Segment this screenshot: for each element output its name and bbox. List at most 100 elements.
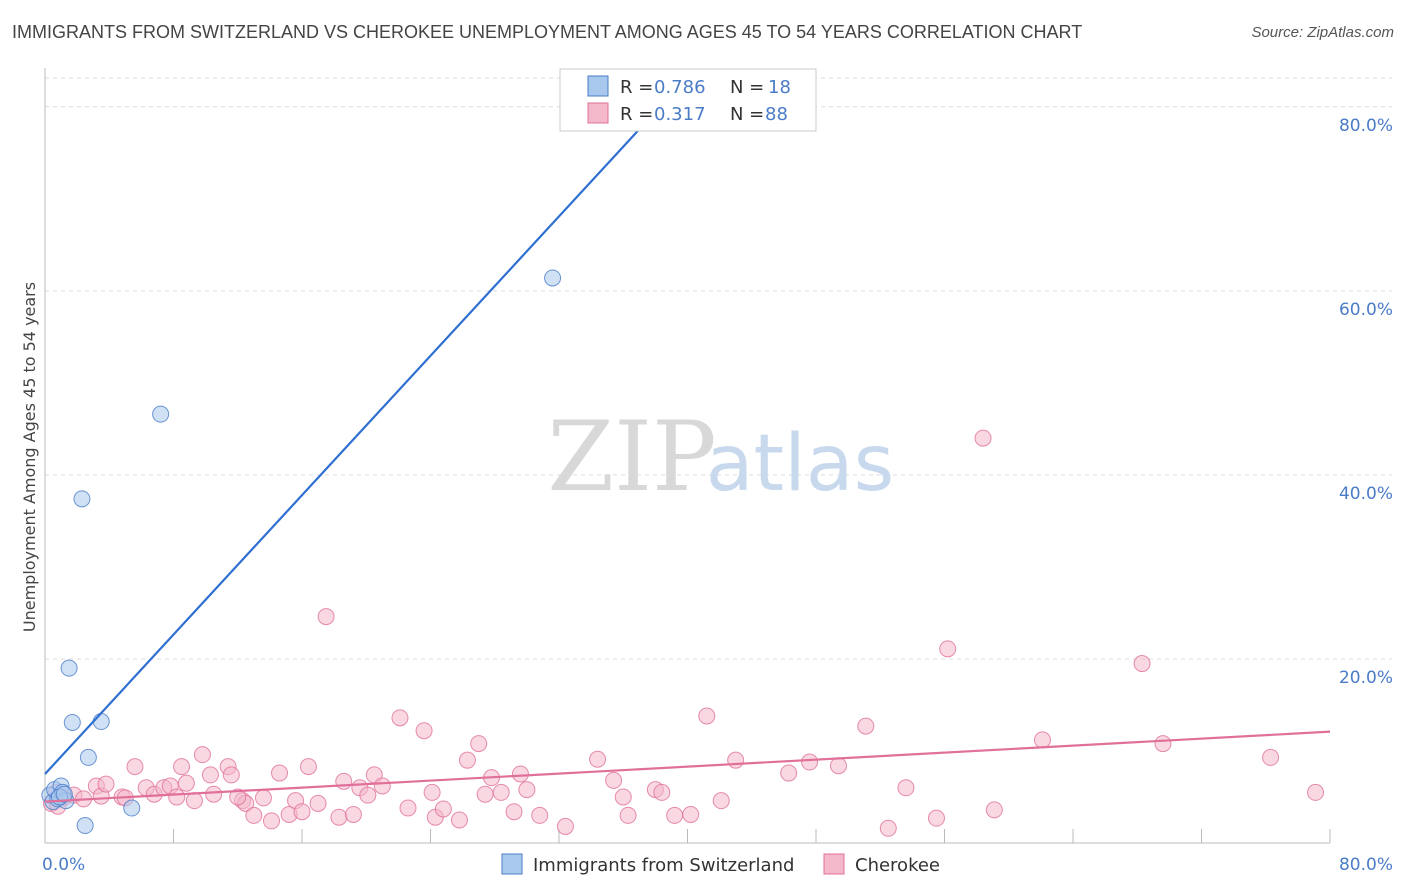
point-cherokee bbox=[492, 783, 510, 801]
trend-line-switzerland bbox=[44, 69, 695, 775]
bottom-legend-label-cherokee: Cherokee bbox=[855, 855, 940, 876]
point-cherokee bbox=[229, 788, 247, 806]
point-switzerland bbox=[152, 405, 170, 423]
point-cherokee bbox=[1154, 735, 1172, 753]
point-cherokee bbox=[927, 809, 945, 827]
legend-swatch-switzerland bbox=[587, 75, 609, 97]
point-cherokee bbox=[780, 764, 798, 782]
point-cherokee bbox=[434, 800, 452, 818]
point-cherokee bbox=[193, 746, 211, 764]
source-label: Source: ZipAtlas.com bbox=[1251, 24, 1394, 41]
point-cherokee bbox=[458, 751, 476, 769]
point-cherokee bbox=[682, 805, 700, 823]
trend-lines bbox=[44, 69, 1331, 803]
point-cherokee bbox=[126, 758, 144, 776]
chart-title: IMMIGRANTS FROM SWITZERLAND VS CHEROKEE … bbox=[12, 22, 1083, 42]
point-switzerland bbox=[76, 817, 94, 835]
series-switzerland bbox=[41, 269, 562, 835]
point-switzerland bbox=[79, 748, 97, 766]
x-tick-label-end: 80.0% bbox=[1339, 855, 1393, 875]
point-cherokee bbox=[185, 792, 203, 810]
point-cherokee bbox=[1033, 731, 1051, 749]
point-cherokee bbox=[391, 709, 409, 727]
point-switzerland bbox=[60, 659, 78, 677]
point-cherokee bbox=[653, 783, 671, 801]
legend-n-label-1: N = bbox=[730, 77, 764, 98]
point-cherokee bbox=[897, 779, 915, 797]
point-switzerland bbox=[123, 799, 141, 817]
point-cherokee bbox=[1262, 748, 1280, 766]
point-cherokee bbox=[589, 750, 607, 768]
stats-legend: R = 0.786 N = 18 R = 0.317 N = 88 bbox=[559, 68, 817, 132]
point-switzerland bbox=[544, 269, 562, 287]
y-tick-label: 40.0% bbox=[1339, 484, 1393, 504]
y-tick-label: 20.0% bbox=[1339, 668, 1393, 688]
point-cherokee bbox=[619, 806, 637, 824]
point-cherokee bbox=[450, 811, 468, 829]
point-cherokee bbox=[1307, 783, 1325, 801]
legend-n-value-2: 88 bbox=[765, 104, 788, 125]
point-cherokee bbox=[344, 805, 362, 823]
point-cherokee bbox=[335, 772, 353, 790]
point-cherokee bbox=[423, 783, 441, 801]
point-cherokee bbox=[829, 757, 847, 775]
point-cherokee bbox=[415, 722, 433, 740]
point-cherokee bbox=[359, 786, 377, 804]
legend-r-value-2: 0.317 bbox=[654, 104, 706, 125]
bottom-legend-swatch-switzerland bbox=[501, 853, 523, 875]
point-cherokee bbox=[262, 812, 280, 830]
bottom-legend-label-switzerland: Immigrants from Switzerland bbox=[533, 855, 794, 876]
point-cherokee bbox=[271, 764, 289, 782]
point-cherokee bbox=[974, 429, 992, 447]
point-switzerland bbox=[55, 785, 73, 803]
point-cherokee bbox=[801, 753, 819, 771]
point-switzerland bbox=[92, 713, 110, 731]
point-cherokee bbox=[173, 758, 191, 776]
point-switzerland bbox=[63, 713, 81, 731]
legend-r-label-1: R = bbox=[620, 77, 653, 98]
point-cherokee bbox=[518, 781, 536, 799]
grid-lines bbox=[45, 77, 1392, 660]
trend-line-cherokee bbox=[44, 730, 1331, 803]
point-cherokee bbox=[857, 717, 875, 735]
watermark-atlas: atlas bbox=[706, 419, 895, 509]
point-cherokee bbox=[727, 751, 745, 769]
point-cherokee bbox=[222, 766, 240, 784]
point-cherokee bbox=[939, 640, 957, 658]
axes bbox=[44, 68, 1331, 844]
point-cherokee bbox=[698, 707, 716, 725]
point-cherokee bbox=[293, 803, 311, 821]
x-tick-label-start: 0.0% bbox=[42, 855, 85, 875]
point-cherokee bbox=[97, 775, 115, 793]
point-cherokee bbox=[1133, 655, 1151, 673]
y-tick-labels: 20.0% 40.0% 60.0% 80.0% bbox=[1339, 116, 1393, 688]
y-tick-label: 80.0% bbox=[1339, 116, 1393, 136]
legend-r-label-2: R = bbox=[620, 104, 653, 125]
point-cherokee bbox=[879, 819, 897, 837]
y-axis-label: Unemployment Among Ages 45 to 54 years bbox=[20, 282, 39, 632]
point-cherokee bbox=[476, 785, 494, 803]
point-cherokee bbox=[373, 777, 391, 795]
point-cherokee bbox=[168, 788, 186, 806]
point-cherokee bbox=[399, 799, 417, 817]
point-switzerland bbox=[73, 490, 91, 508]
y-tick-label: 60.0% bbox=[1339, 300, 1393, 320]
point-cherokee bbox=[712, 792, 730, 810]
point-cherokee bbox=[505, 803, 523, 821]
point-cherokee bbox=[556, 817, 574, 835]
point-cherokee bbox=[614, 788, 632, 806]
point-cherokee bbox=[309, 794, 327, 812]
point-cherokee bbox=[605, 771, 623, 789]
point-cherokee bbox=[205, 785, 223, 803]
point-cherokee bbox=[666, 806, 684, 824]
point-cherokee bbox=[299, 758, 317, 776]
legend-r-value-1: 0.786 bbox=[654, 77, 706, 98]
legend-n-value-1: 18 bbox=[768, 77, 791, 98]
point-cherokee bbox=[201, 766, 219, 784]
watermark: ZIP atlas bbox=[547, 401, 894, 513]
point-cherokee bbox=[470, 735, 488, 753]
point-cherokee bbox=[177, 774, 195, 792]
point-cherokee bbox=[531, 806, 549, 824]
point-cherokee bbox=[317, 608, 335, 626]
